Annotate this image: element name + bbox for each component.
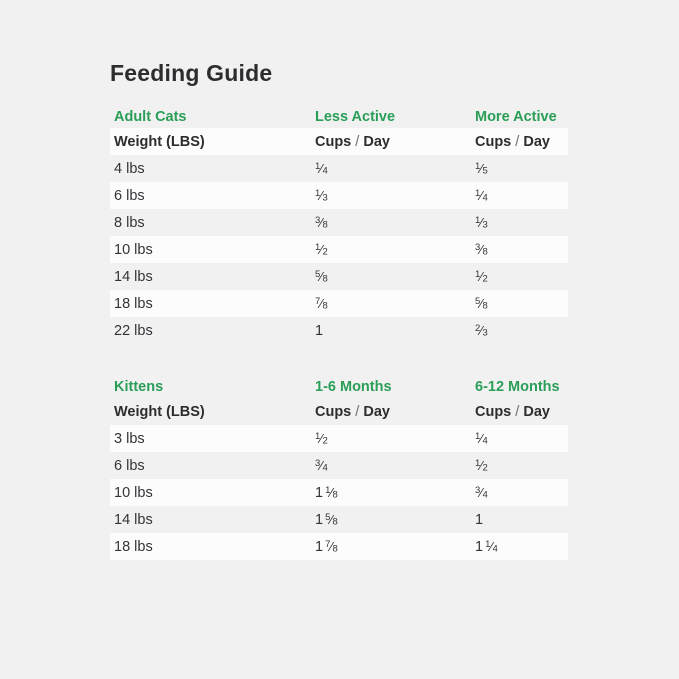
kittens-table: Kittens 1-6 Months 6-12 Months Weight (LBS)…: [110, 375, 568, 561]
table-row: 14 lbs 5⁄8 1⁄2: [110, 263, 568, 290]
adult-cats-table: Adult Cats Less Active More Active Weight (…: [110, 105, 568, 344]
cups-cell: 1⁄4: [315, 160, 328, 177]
weight-cell: 6 lbs: [114, 187, 145, 204]
adult-cats-group-label: Adult Cats: [114, 108, 187, 125]
table-row: 8 lbs 3⁄8 1⁄3: [110, 209, 568, 236]
cups-cell: 7⁄8: [315, 295, 328, 312]
table-row: 3 lbs 1⁄2 1⁄4: [110, 425, 568, 453]
cups-day-header: Cups / Day: [475, 133, 550, 150]
table-row: 10 lbs 1⁄2 3⁄8: [110, 236, 568, 264]
table-row: 14 lbs 1 5⁄8 1: [110, 506, 568, 533]
cups-cell: 1⁄2: [315, 430, 328, 447]
weight-cell: 18 lbs: [114, 538, 153, 555]
weight-header: Weight (LBS): [114, 403, 205, 420]
weight-cell: 22 lbs: [114, 322, 153, 339]
cups-day-header: Cups / Day: [315, 133, 390, 150]
cups-cell: 1⁄4: [475, 430, 488, 447]
feeding-tables: Adult Cats Less Active More Active Weight (…: [110, 105, 568, 561]
cups-cell: 2⁄3: [475, 322, 488, 339]
table-row: 4 lbs 1⁄4 1⁄5: [110, 155, 568, 182]
weight-cell: 4 lbs: [114, 160, 145, 177]
weight-header: Weight (LBS): [114, 133, 205, 150]
cups-cell: 1⁄2: [475, 268, 488, 285]
weight-cell: 3 lbs: [114, 430, 145, 447]
kittens-header-row: Weight (LBS) Cups / Day Cups / Day: [110, 398, 568, 425]
adult-cats-header-row: Weight (LBS) Cups / Day Cups / Day: [110, 128, 568, 156]
cups-cell: 1 1⁄4: [475, 538, 498, 555]
kittens-group-row: Kittens 1-6 Months 6-12 Months: [110, 375, 568, 398]
weight-cell: 18 lbs: [114, 295, 153, 312]
feeding-guide-content: Feeding Guide Adult Cats Less Active More …: [110, 60, 568, 561]
cups-cell: 3⁄4: [475, 484, 488, 501]
table-row: 6 lbs 3⁄4 1⁄2: [110, 452, 568, 479]
adult-cats-period-label-2: More Active: [475, 108, 557, 125]
page-title: Feeding Guide: [110, 60, 273, 86]
weight-cell: 10 lbs: [114, 484, 153, 501]
cups-cell: 1⁄3: [475, 214, 488, 231]
cups-cell: 1 5⁄8: [315, 511, 338, 528]
cups-cell: 1: [475, 511, 484, 528]
cups-cell: 1⁄5: [475, 160, 488, 177]
adult-cats-group-row: Adult Cats Less Active More Active: [110, 105, 568, 128]
cups-cell: 3⁄8: [475, 241, 488, 258]
cups-day-header: Cups / Day: [475, 403, 550, 420]
weight-cell: 10 lbs: [114, 241, 153, 258]
kittens-period-label-1: 1-6 Months: [315, 378, 392, 395]
table-row: 22 lbs 1 2⁄3: [110, 317, 568, 344]
cups-cell: 1⁄4: [475, 187, 488, 204]
cups-day-header: Cups / Day: [315, 403, 390, 420]
table-row: 10 lbs 1 1⁄8 3⁄4: [110, 479, 568, 507]
kittens-period-label-2: 6-12 Months: [475, 378, 560, 395]
cups-cell: 1⁄2: [315, 241, 328, 258]
cups-cell: 3⁄8: [315, 214, 328, 231]
kittens-group-label: Kittens: [114, 378, 164, 395]
weight-cell: 8 lbs: [114, 214, 145, 231]
table-row: 18 lbs 7⁄8 5⁄8: [110, 290, 568, 318]
cups-cell: 1⁄2: [475, 457, 488, 474]
cups-cell: 3⁄4: [315, 457, 328, 474]
cups-cell: 5⁄8: [315, 268, 328, 285]
weight-cell: 14 lbs: [114, 511, 153, 528]
cups-cell: 1 1⁄8: [315, 484, 338, 501]
table-row: 6 lbs 1⁄3 1⁄4: [110, 182, 568, 210]
weight-cell: 6 lbs: [114, 457, 145, 474]
adult-cats-period-label-1: Less Active: [315, 108, 396, 125]
cups-cell: 1 7⁄8: [315, 538, 338, 555]
table-row: 18 lbs 1 7⁄8 1 1⁄4: [110, 533, 568, 561]
cups-cell: 5⁄8: [475, 295, 488, 312]
weight-cell: 14 lbs: [114, 268, 153, 285]
cups-cell: 1: [315, 322, 324, 339]
cups-cell: 1⁄3: [315, 187, 328, 204]
